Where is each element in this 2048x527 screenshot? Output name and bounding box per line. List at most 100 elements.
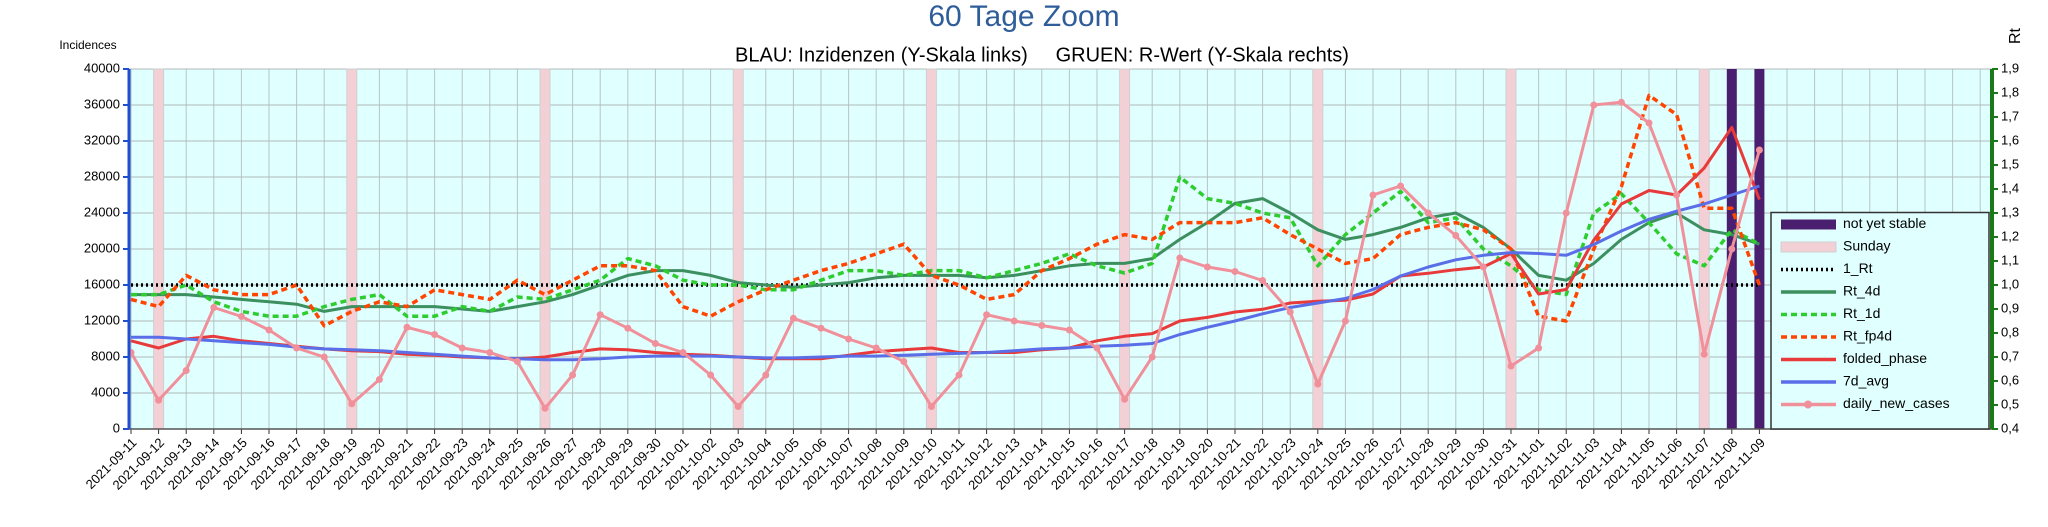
chart-subtitle: BLAU: Inzidenzen (Y-Skala links) GRUEN: … (735, 44, 1349, 66)
marker (265, 326, 273, 334)
legend-swatch (1781, 219, 1836, 230)
y2-tick-label: 1,8 (2001, 84, 2019, 99)
marker (983, 311, 991, 319)
line (129, 100, 1761, 410)
marker (1535, 344, 1543, 352)
marker (569, 371, 577, 379)
bar (153, 68, 165, 430)
y-tick-label: 16000 (84, 276, 120, 291)
y-tick-label: 8000 (91, 348, 120, 363)
marker (155, 396, 163, 404)
marker (955, 371, 963, 379)
legend-label: Rt_4d (1843, 283, 1880, 299)
marker (1755, 146, 1763, 154)
marker (1038, 322, 1046, 329)
line (131, 184, 1760, 362)
marker (1314, 380, 1322, 388)
y2-tick-label: 0,5 (2001, 396, 2019, 411)
marker (1286, 308, 1294, 316)
marker (348, 400, 356, 408)
y2-tick-label: 1,6 (2001, 132, 2019, 147)
marker (182, 367, 190, 374)
marker (817, 324, 825, 332)
y-tick-label: 20000 (84, 240, 120, 255)
marker (1700, 350, 1708, 358)
marker (1231, 268, 1239, 275)
marker (237, 313, 245, 320)
marker (651, 340, 659, 347)
marker (596, 311, 604, 319)
marker (624, 324, 632, 332)
marker (927, 403, 935, 410)
marker (431, 331, 439, 338)
marker (734, 403, 742, 410)
legend-marker (1804, 400, 1812, 409)
y-tick-label: 28000 (84, 168, 120, 183)
marker (1562, 209, 1570, 217)
legend-swatch (1780, 241, 1837, 253)
marker (900, 358, 908, 365)
marker (1093, 344, 1101, 352)
line (130, 93, 1762, 328)
legend-label: not yet stable (1843, 215, 1926, 231)
marker (1259, 277, 1267, 284)
legend-label: Rt_fp4d (1843, 328, 1892, 344)
chart-title: 60 Tage Zoom (928, 0, 1119, 33)
marker (1203, 263, 1211, 271)
marker (320, 353, 328, 361)
legend-label: folded_phase (1843, 350, 1927, 366)
marker (1452, 232, 1460, 239)
bar (1119, 68, 1131, 430)
marker (789, 314, 797, 322)
y2-tick-label: 1,9 (2001, 60, 2019, 75)
marker (375, 376, 383, 383)
marker (1369, 191, 1377, 199)
y2-tick-label: 1,3 (2001, 204, 2019, 219)
marker (541, 404, 549, 412)
bar (346, 68, 358, 430)
y-tick-label: 40000 (84, 60, 120, 75)
marker (486, 349, 494, 356)
line (130, 126, 1761, 361)
marker (1590, 101, 1598, 109)
y-tick-label: 24000 (84, 204, 120, 219)
marker (458, 344, 466, 352)
marker (293, 344, 301, 352)
legend-label: Sunday (1843, 238, 1890, 254)
marker (1728, 245, 1736, 253)
marker (1617, 98, 1625, 106)
marker (1479, 263, 1487, 271)
legend-label: 1_Rt (1843, 260, 1873, 276)
marker (1424, 209, 1432, 217)
bar (925, 68, 937, 430)
marker (707, 371, 715, 379)
marker (679, 349, 687, 356)
bar (539, 68, 551, 430)
y2-tick-label: 0,4 (2001, 420, 2019, 435)
y2-tick-label: 1,7 (2001, 108, 2019, 123)
y-tick-label: 32000 (84, 132, 120, 147)
marker (1148, 353, 1156, 361)
y2-tick-label: 1,0 (2001, 276, 2019, 291)
marker (1673, 191, 1681, 199)
y2-tick-label: 1,2 (2001, 228, 2019, 243)
y-tick-label: 36000 (84, 96, 120, 111)
legend-label: daily_new_cases (1843, 395, 1950, 411)
marker (1645, 119, 1653, 127)
marker (1397, 182, 1405, 190)
marker (403, 323, 411, 331)
y-axis-label: Incidences (59, 38, 116, 52)
marker (1341, 317, 1349, 325)
y2-tick-label: 1,1 (2001, 252, 2019, 267)
y2-tick-label: 0,7 (2001, 348, 2019, 363)
marker (1065, 326, 1073, 334)
y2-tick-label: 0,8 (2001, 324, 2019, 339)
marker (1121, 395, 1129, 403)
y-tick-label: 12000 (84, 312, 120, 327)
marker (1507, 362, 1515, 370)
y-tick-label: 4000 (91, 384, 120, 399)
bar (1698, 68, 1710, 430)
y2-tick-label: 0,6 (2001, 372, 2019, 387)
